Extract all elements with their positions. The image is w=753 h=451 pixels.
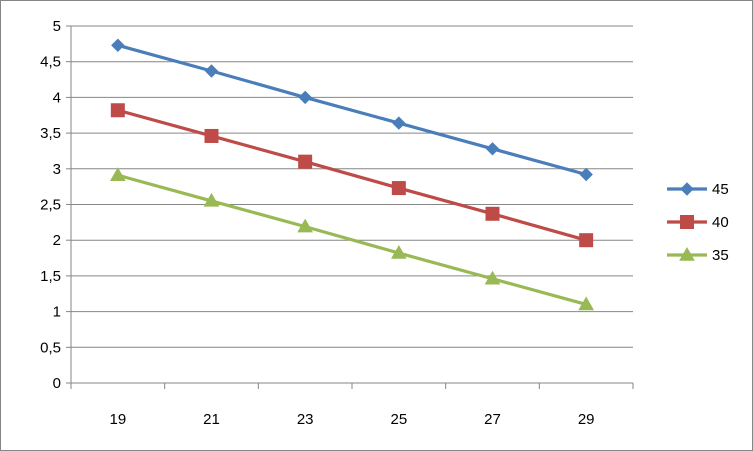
y-tick-label: 3,5 (40, 125, 61, 142)
series-35 (109, 167, 595, 311)
plot-series (109, 38, 595, 311)
y-tick-label: 2 (53, 232, 61, 249)
legend-label: 40 (712, 214, 729, 231)
x-tick-label: 23 (297, 411, 314, 428)
y-tick-label: 0 (53, 375, 61, 392)
x-tick-label: 27 (484, 411, 501, 428)
legend-item-35: 35 (667, 246, 729, 264)
x-tick-label: 29 (578, 411, 595, 428)
series-line (117, 43, 587, 177)
legend-marker (680, 215, 694, 229)
y-tick-label: 0,5 (40, 339, 61, 356)
data-point-marker (297, 218, 314, 233)
y-tick-label: 1 (53, 304, 61, 321)
data-point-marker (390, 245, 407, 259)
legend-item-45: 45 (667, 181, 729, 198)
y-tick-label: 2,5 (40, 197, 61, 214)
data-point-marker (204, 128, 219, 143)
series-line (117, 108, 587, 242)
legend: 45 40 35 (667, 181, 729, 264)
data-point-marker (203, 192, 220, 207)
y-tick-label: 1,5 (40, 268, 61, 285)
y-tick-label: 5 (53, 18, 61, 35)
data-point-marker (392, 116, 406, 130)
legend-marker (679, 246, 695, 261)
data-point-marker (110, 103, 125, 118)
data-point-marker (298, 90, 312, 105)
data-point-marker (204, 64, 219, 78)
x-tick-label: 19 (109, 411, 126, 428)
data-point-marker (579, 167, 593, 182)
y-tick-label: 4 (53, 89, 61, 106)
y-tick-label: 4,5 (40, 54, 61, 71)
legend-item-40: 40 (667, 214, 729, 231)
gridlines (71, 25, 633, 348)
data-point-marker (484, 270, 501, 285)
x-axis-tick-labels: 19 21 23 25 27 29 (109, 411, 594, 428)
series-line (117, 173, 587, 307)
axes (66, 25, 634, 389)
legend-label: 45 (712, 181, 729, 198)
data-point-marker (111, 38, 125, 52)
data-point-marker (579, 233, 594, 248)
data-point-marker (578, 296, 595, 311)
data-point-marker (485, 142, 500, 156)
data-point-marker (298, 154, 313, 169)
data-point-marker (391, 181, 406, 196)
legend-marker (680, 182, 694, 196)
y-tick-label: 3 (53, 161, 61, 178)
y-axis-tick-labels: 0 0,5 1 1,5 2 2,5 3 3,5 4 4,5 5 (40, 18, 61, 392)
data-point-marker (109, 167, 126, 181)
x-tick-label: 21 (203, 411, 220, 428)
series-40 (110, 103, 594, 248)
data-point-marker (485, 206, 500, 221)
series-45 (111, 38, 593, 182)
x-tick-label: 25 (390, 411, 407, 428)
legend-label: 35 (712, 247, 729, 264)
